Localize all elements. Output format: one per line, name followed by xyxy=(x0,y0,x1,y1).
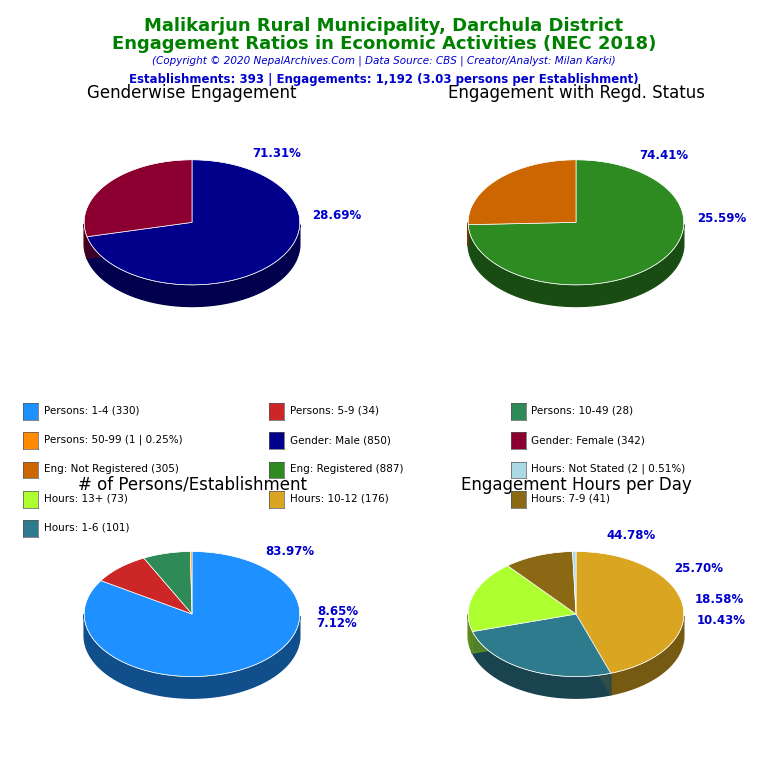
Polygon shape xyxy=(468,566,576,631)
Text: Engagement Ratios in Economic Activities (NEC 2018): Engagement Ratios in Economic Activities… xyxy=(112,35,656,52)
Text: Persons: 5-9 (34): Persons: 5-9 (34) xyxy=(290,406,379,416)
Polygon shape xyxy=(87,223,192,258)
Text: Eng: Registered (887): Eng: Registered (887) xyxy=(290,464,403,475)
Text: Eng: Not Registered (305): Eng: Not Registered (305) xyxy=(44,464,179,475)
Text: 44.78%: 44.78% xyxy=(607,529,656,542)
Polygon shape xyxy=(87,224,300,306)
Text: 10.43%: 10.43% xyxy=(697,614,746,627)
Text: 7.12%: 7.12% xyxy=(316,617,357,630)
Polygon shape xyxy=(611,616,684,695)
Text: 18.58%: 18.58% xyxy=(695,593,744,605)
Polygon shape xyxy=(576,614,611,695)
Text: Malikarjun Rural Municipality, Darchula District: Malikarjun Rural Municipality, Darchula … xyxy=(144,17,624,35)
Text: Gender: Female (342): Gender: Female (342) xyxy=(531,435,645,445)
Text: 71.31%: 71.31% xyxy=(253,147,301,161)
Polygon shape xyxy=(84,551,300,677)
Polygon shape xyxy=(472,614,611,677)
Polygon shape xyxy=(84,223,87,258)
Text: Establishments: 393 | Engagements: 1,192 (3.03 persons per Establishment): Establishments: 393 | Engagements: 1,192… xyxy=(129,73,639,86)
Polygon shape xyxy=(472,631,611,698)
Text: Hours: 13+ (73): Hours: 13+ (73) xyxy=(44,493,127,504)
Polygon shape xyxy=(468,614,472,653)
Title: # of Persons/Establishment: # of Persons/Establishment xyxy=(78,476,306,494)
Title: Genderwise Engagement: Genderwise Engagement xyxy=(88,84,296,102)
Text: Persons: 10-49 (28): Persons: 10-49 (28) xyxy=(531,406,634,416)
Title: Engagement with Regd. Status: Engagement with Regd. Status xyxy=(448,84,704,102)
Text: Hours: Not Stated (2 | 0.51%): Hours: Not Stated (2 | 0.51%) xyxy=(531,464,686,475)
Polygon shape xyxy=(472,614,576,653)
Polygon shape xyxy=(468,160,684,285)
Text: 28.69%: 28.69% xyxy=(313,210,362,223)
Polygon shape xyxy=(576,614,611,695)
Text: (Copyright © 2020 NepalArchives.Com | Data Source: CBS | Creator/Analyst: Milan : (Copyright © 2020 NepalArchives.Com | Da… xyxy=(152,55,616,66)
Polygon shape xyxy=(87,160,300,285)
Text: 25.59%: 25.59% xyxy=(697,212,746,225)
Polygon shape xyxy=(468,224,684,306)
Text: Hours: 7-9 (41): Hours: 7-9 (41) xyxy=(531,493,611,504)
Polygon shape xyxy=(87,223,192,258)
Polygon shape xyxy=(84,614,300,698)
Polygon shape xyxy=(84,160,192,237)
Polygon shape xyxy=(190,551,192,614)
Text: Hours: 10-12 (176): Hours: 10-12 (176) xyxy=(290,493,389,504)
Text: Persons: 1-4 (330): Persons: 1-4 (330) xyxy=(44,406,139,416)
Polygon shape xyxy=(468,160,576,225)
Polygon shape xyxy=(472,614,576,653)
Text: 25.70%: 25.70% xyxy=(674,562,723,575)
Polygon shape xyxy=(508,551,576,614)
Text: Persons: 50-99 (1 | 0.25%): Persons: 50-99 (1 | 0.25%) xyxy=(44,435,183,445)
Polygon shape xyxy=(101,558,192,614)
Text: 8.65%: 8.65% xyxy=(317,605,358,618)
Text: Hours: 1-6 (101): Hours: 1-6 (101) xyxy=(44,522,129,533)
Title: Engagement Hours per Day: Engagement Hours per Day xyxy=(461,476,691,494)
Text: 74.41%: 74.41% xyxy=(640,148,689,161)
Text: Gender: Male (850): Gender: Male (850) xyxy=(290,435,390,445)
Polygon shape xyxy=(144,551,192,614)
Polygon shape xyxy=(572,551,576,614)
Polygon shape xyxy=(576,551,684,674)
Text: 83.97%: 83.97% xyxy=(265,545,314,558)
